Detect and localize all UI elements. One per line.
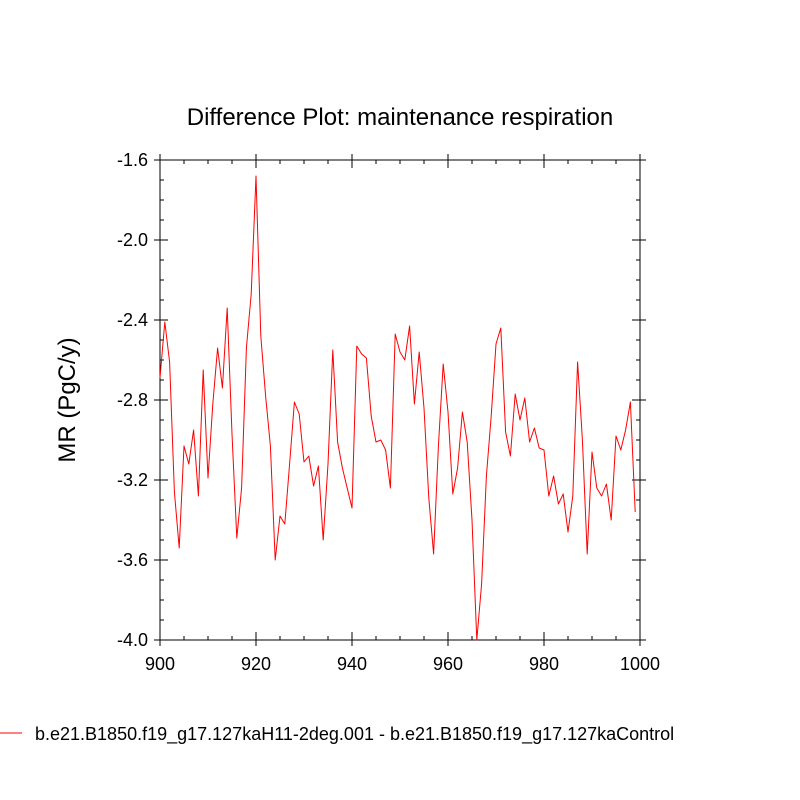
y-tick-label: -4.0 xyxy=(117,630,148,650)
y-axis-label: MR (PgC/y) xyxy=(54,337,81,462)
x-tick-label: 1000 xyxy=(620,654,660,674)
x-tick-label: 980 xyxy=(529,654,559,674)
y-tick-label: -2.8 xyxy=(117,390,148,410)
y-tick-label: -3.2 xyxy=(117,470,148,490)
x-tick-label: 900 xyxy=(145,654,175,674)
y-axis-ticks: -1.6 -2.0 -2.4 -2.8 -3.2 -3.6 -4.0 xyxy=(117,150,646,650)
y-tick-label: -3.6 xyxy=(117,550,148,570)
x-tick-label: 920 xyxy=(241,654,271,674)
x-tick-label: 940 xyxy=(337,654,367,674)
chart-title: Difference Plot: maintenance respiration xyxy=(187,104,613,131)
y-tick-label: -2.4 xyxy=(117,310,148,330)
series-line xyxy=(159,175,636,641)
x-tick-label: 960 xyxy=(433,654,463,674)
y-tick-label: -1.6 xyxy=(117,150,148,170)
x-axis-ticks: 900 920 940 960 980 1000 xyxy=(145,154,660,674)
legend: b.e21.B1850.f19_g17.127kaH11-2deg.001 - … xyxy=(0,724,674,745)
legend-label: b.e21.B1850.f19_g17.127kaH11-2deg.001 - … xyxy=(35,724,674,745)
y-tick-label: -2.0 xyxy=(117,230,148,250)
series-layer xyxy=(159,175,636,641)
plot-frame xyxy=(159,159,641,641)
